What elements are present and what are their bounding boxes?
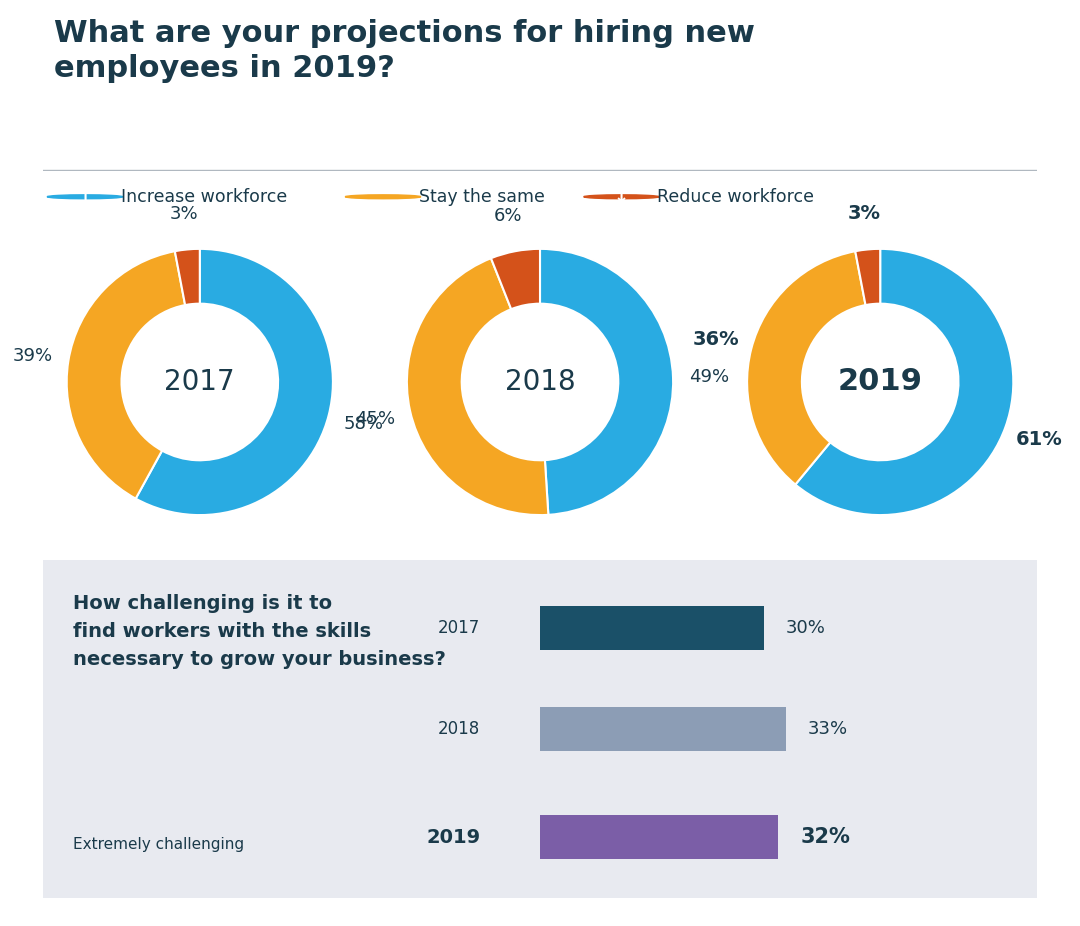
Text: Increase workforce: Increase workforce [121, 188, 287, 206]
Text: 2019: 2019 [838, 368, 922, 396]
Text: ↑: ↑ [78, 188, 93, 206]
Text: 49%: 49% [689, 368, 729, 385]
Text: 36%: 36% [693, 331, 740, 349]
Text: 2019: 2019 [427, 828, 481, 847]
Text: 61%: 61% [1016, 430, 1063, 449]
Text: Reduce workforce: Reduce workforce [658, 188, 814, 206]
Text: 6%: 6% [494, 206, 523, 225]
Text: 3%: 3% [170, 205, 199, 222]
Wedge shape [407, 258, 549, 515]
FancyBboxPatch shape [540, 816, 779, 859]
Circle shape [583, 194, 659, 199]
FancyBboxPatch shape [540, 606, 764, 650]
Text: 2017: 2017 [438, 619, 481, 637]
Wedge shape [491, 249, 540, 309]
Text: Stay the same: Stay the same [419, 188, 544, 206]
Wedge shape [136, 249, 333, 515]
Text: 33%: 33% [808, 720, 848, 738]
Wedge shape [540, 249, 673, 515]
Text: 45%: 45% [355, 410, 395, 428]
Text: 30%: 30% [785, 619, 825, 637]
Text: 58%: 58% [343, 415, 383, 433]
Text: What are your projections for hiring new
employees in 2019?: What are your projections for hiring new… [54, 19, 755, 83]
Wedge shape [747, 251, 865, 484]
Text: 2018: 2018 [438, 720, 481, 738]
FancyBboxPatch shape [540, 707, 786, 751]
Circle shape [48, 194, 123, 199]
FancyBboxPatch shape [43, 560, 1037, 898]
Wedge shape [175, 249, 200, 305]
Circle shape [346, 194, 421, 199]
Text: 3%: 3% [848, 204, 881, 223]
Wedge shape [855, 249, 880, 305]
Text: 2017: 2017 [164, 368, 235, 396]
Wedge shape [795, 249, 1013, 515]
Text: ↓: ↓ [613, 188, 629, 206]
Text: 39%: 39% [13, 346, 53, 365]
Text: 32%: 32% [800, 828, 850, 847]
Text: Extremely challenging: Extremely challenging [73, 837, 244, 852]
Text: 2018: 2018 [504, 368, 576, 396]
Text: How challenging is it to
find workers with the skills
necessary to grow your bus: How challenging is it to find workers wi… [73, 594, 446, 669]
Wedge shape [67, 251, 185, 498]
